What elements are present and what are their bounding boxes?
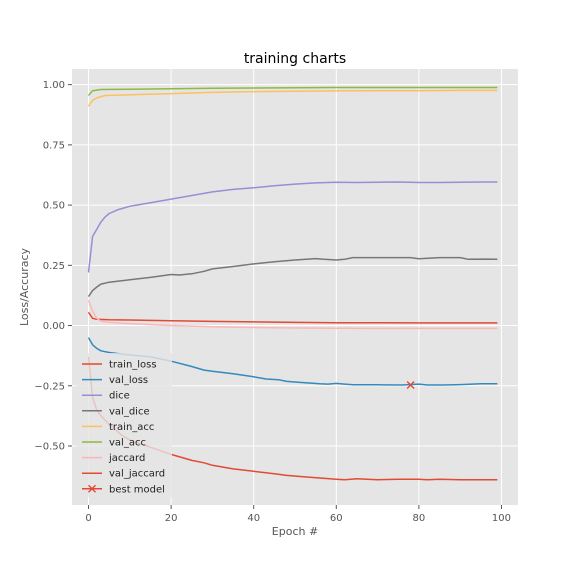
series-line-val-dice [87,256,498,298]
y-tick-label: −0.50 [34,441,65,452]
legend-label: jaccard [108,453,145,464]
x-axis-ticks: 0 20 40 60 80 100 [85,505,511,524]
legend-entry-best-model: best model [82,484,165,495]
y-tick-label: 1.00 [43,80,65,91]
y-tick-label: 0.00 [43,321,65,332]
legend-label: best model [109,484,165,495]
x-tick-label: 40 [247,513,260,524]
legend-entry-val-jaccard: val_jaccard [82,469,165,480]
legend-entry-val-loss: val_loss [82,375,148,386]
legend-entry-val-acc: val_acc [82,438,146,449]
legend-label: val_acc [109,438,146,449]
legend-label: dice [109,391,130,402]
legend-label: val_loss [109,375,148,386]
legend-label: train_acc [109,422,154,433]
y-tick-label: 0.50 [43,201,65,212]
series-line-dice [87,181,498,273]
x-axis-label: Epoch # [272,525,318,538]
series-line-val-acc [87,86,498,96]
x-tick-label: 20 [165,513,178,524]
series-line-jaccard [87,299,498,330]
legend-entry-train-acc: train_acc [82,422,154,433]
y-axis-label: Loss/Accuracy [18,247,31,326]
legend-label: train_loss [109,360,157,371]
legend-entry-train-loss: train_loss [82,360,157,371]
legend-entry-jaccard: jaccard [82,453,145,464]
x-tick-label: 100 [492,513,511,524]
best-model-marker-group [406,381,415,390]
best-model-marker [406,381,415,390]
y-tick-label: 0.75 [43,140,65,151]
y-tick-label: −0.25 [34,381,65,392]
x-tick-label: 80 [413,513,426,524]
y-axis-ticks: −0.50 −0.25 0.00 0.25 0.50 0.75 1.00 [34,80,72,452]
y-tick-label: 0.25 [43,261,65,272]
x-tick-label: 60 [330,513,343,524]
legend-entry-dice: dice [82,391,130,402]
series-line-train-acc [87,89,498,107]
x-tick-label: 0 [85,513,91,524]
legend-entry-val-dice: val_dice [82,406,150,417]
chart-title: training charts [244,51,346,67]
legend-label: val_dice [109,406,150,417]
legend-label: val_jaccard [109,469,165,480]
